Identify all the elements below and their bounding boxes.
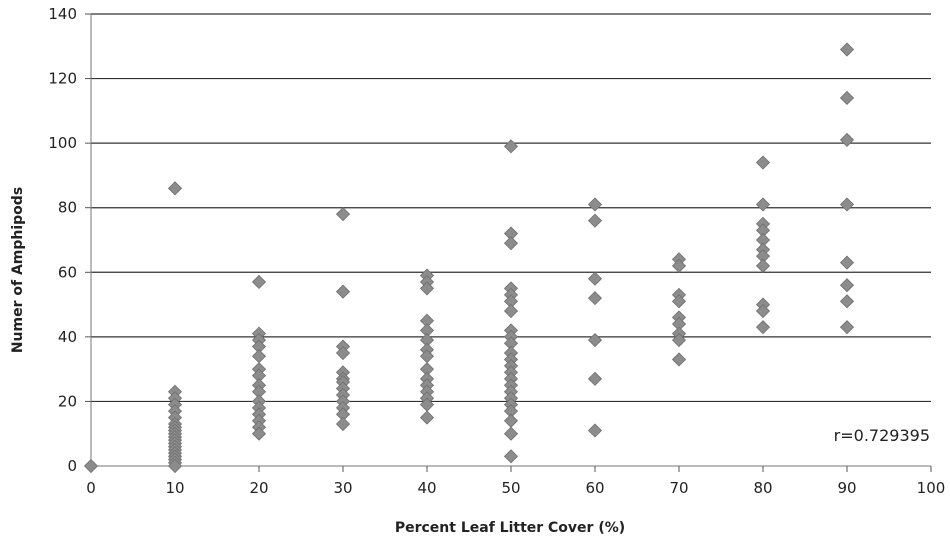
data-point (335, 416, 351, 432)
y-tick-label: 140 (48, 5, 77, 23)
y-tick-label: 80 (58, 199, 77, 217)
data-point (839, 42, 855, 57)
y-tick-label: 100 (48, 134, 77, 152)
data-point (839, 255, 855, 270)
data-point (839, 90, 855, 106)
y-tick-label: 60 (58, 263, 77, 281)
data-point (755, 258, 771, 273)
data-point (503, 303, 519, 319)
data-point (587, 197, 603, 212)
data-point (671, 333, 687, 348)
data-point (839, 197, 855, 212)
correlation-annotation: r=0.729395 (834, 426, 930, 445)
data-point (503, 426, 519, 441)
data-point (587, 291, 603, 306)
data-point (167, 458, 183, 474)
data-point (587, 333, 603, 348)
data-point (251, 274, 267, 290)
data-point (755, 155, 771, 170)
x-tick-label: 30 (333, 479, 352, 497)
data-point (587, 423, 603, 438)
x-tick-label: 50 (501, 479, 520, 497)
data-point (755, 303, 771, 319)
data-point (587, 371, 603, 386)
y-tick-label: 20 (58, 392, 77, 410)
data-point (839, 278, 855, 293)
data-point (671, 352, 687, 367)
x-tick-label: 70 (669, 479, 688, 497)
data-point (335, 284, 351, 299)
data-point (83, 458, 99, 474)
x-tick-label: 40 (417, 479, 436, 497)
x-axis-title: Percent Leaf Litter Cover (%) (395, 520, 625, 536)
y-tick-label: 0 (67, 457, 77, 475)
data-point (335, 207, 351, 222)
data-point (671, 258, 687, 273)
x-tick-label: 0 (86, 479, 96, 497)
data-point (755, 197, 771, 212)
x-tick-label: 100 (917, 479, 946, 497)
x-tick-label: 80 (753, 479, 772, 497)
data-point (839, 320, 855, 335)
data-point (755, 320, 771, 335)
axes (85, 13, 932, 472)
data-point (503, 139, 519, 154)
data-point (839, 294, 855, 309)
data-point (167, 181, 183, 196)
data-point (251, 426, 267, 441)
data-point (587, 271, 603, 286)
y-axis-title: Numer of Amphipods (10, 187, 26, 353)
data-point (671, 294, 687, 309)
y-tick-label: 120 (48, 70, 77, 88)
data-point (335, 345, 351, 361)
x-tick-label: 90 (837, 479, 856, 497)
data-point (503, 236, 519, 251)
data-point (587, 213, 603, 228)
y-tick-labels: 0 20 40 60 80 100 120 140 (48, 5, 77, 475)
data-point (503, 449, 519, 464)
x-tick-labels: 0 10 20 30 40 50 60 70 80 90 100 (86, 479, 945, 497)
data-point (419, 281, 435, 296)
y-tick-label: 40 (58, 328, 77, 346)
x-tick-label: 10 (165, 479, 184, 497)
x-tick-label: 60 (585, 479, 604, 497)
data-point (419, 410, 435, 425)
data-point (839, 132, 855, 147)
data-points (83, 42, 855, 474)
x-tick-label: 20 (249, 479, 268, 497)
